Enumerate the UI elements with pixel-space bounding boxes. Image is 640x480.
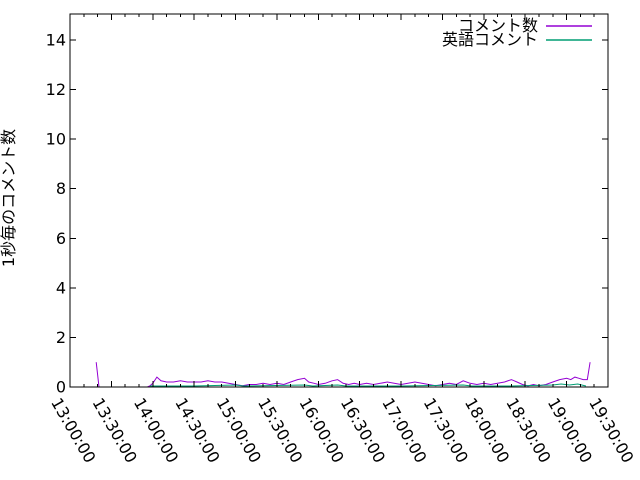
y-tick-label: 0 <box>56 378 66 397</box>
y-tick-label: 14 <box>46 31 66 50</box>
y-axis-label: 1秒毎のコメント数 <box>0 129 18 267</box>
y-tick-label: 8 <box>56 179 66 198</box>
y-tick-label: 2 <box>56 328 66 347</box>
series-lines <box>95 362 591 388</box>
tick-labels: 13:00:0013:30:0014:00:0014:30:0015:00:00… <box>46 31 638 467</box>
legend-label-comments: コメント数 <box>458 16 538 35</box>
legend: コメント数 英語コメント <box>442 16 592 49</box>
series-line-1 <box>150 383 587 387</box>
y-tick-label: 6 <box>56 229 66 248</box>
y-tick-label: 10 <box>46 130 66 149</box>
legend-label-english-comments: 英語コメント <box>442 30 538 49</box>
y-tick-label: 4 <box>56 278 66 297</box>
y-tick-label: 12 <box>46 80 66 99</box>
plot-border-and-ticks <box>69 13 609 388</box>
series-line-0 <box>95 362 591 388</box>
